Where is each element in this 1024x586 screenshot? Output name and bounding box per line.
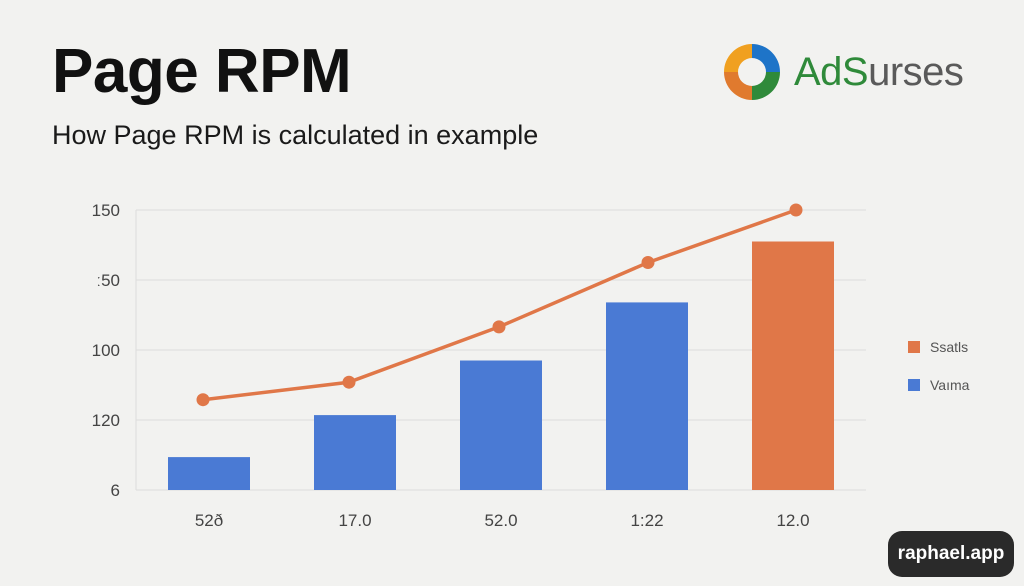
bar-1 bbox=[168, 457, 250, 490]
logo-text-part1: AdS bbox=[794, 49, 869, 94]
adsurses-logo: AdSurses bbox=[720, 40, 964, 104]
logo-text-part2: urses bbox=[868, 49, 964, 94]
y-tick-label-0: 6 bbox=[111, 481, 120, 500]
x-tick-label-1: 52ð bbox=[195, 511, 223, 530]
bar-4 bbox=[606, 302, 688, 490]
y-tick-label-2: 100 bbox=[92, 341, 120, 360]
line-point-5 bbox=[789, 203, 803, 217]
legend-label-series-1: Ssatls bbox=[930, 339, 969, 355]
legend-item-series-1: Ssatls bbox=[908, 338, 969, 356]
watermark-badge: raphael.app bbox=[888, 531, 1014, 577]
legend-item-series-2: Vaıma bbox=[908, 376, 969, 394]
x-tick-label-2: 17.0 bbox=[338, 511, 371, 530]
x-tick-label-3: 52.0 bbox=[484, 511, 517, 530]
y-tick-label-1: 120 bbox=[92, 411, 120, 430]
bar-2 bbox=[314, 415, 396, 490]
logo-swirl-icon bbox=[724, 44, 780, 100]
line-point-4 bbox=[641, 256, 655, 269]
legend-swatch-series-2 bbox=[908, 379, 920, 391]
x-tick-label-4: 1:22 bbox=[630, 511, 663, 530]
chart-legend: Ssatls Vaıma bbox=[908, 338, 969, 414]
legend-swatch-series-1 bbox=[908, 341, 920, 353]
x-tick-label-5: 12.0 bbox=[776, 511, 809, 530]
page-subtitle: How Page RPM is calculated in example bbox=[52, 120, 539, 150]
y-tick-label-4: 150 bbox=[92, 201, 120, 220]
line-point-1 bbox=[196, 393, 210, 407]
line-point-2 bbox=[342, 375, 356, 389]
bar-3 bbox=[460, 360, 542, 490]
logo-text: AdSurses bbox=[794, 49, 964, 95]
legend-label-series-2: Vaıma bbox=[930, 377, 970, 393]
bar-5 bbox=[752, 241, 834, 490]
page-title: Page RPM bbox=[52, 37, 352, 106]
y-tick-label-3: ː50 bbox=[96, 271, 120, 290]
line-point-3 bbox=[492, 320, 506, 334]
